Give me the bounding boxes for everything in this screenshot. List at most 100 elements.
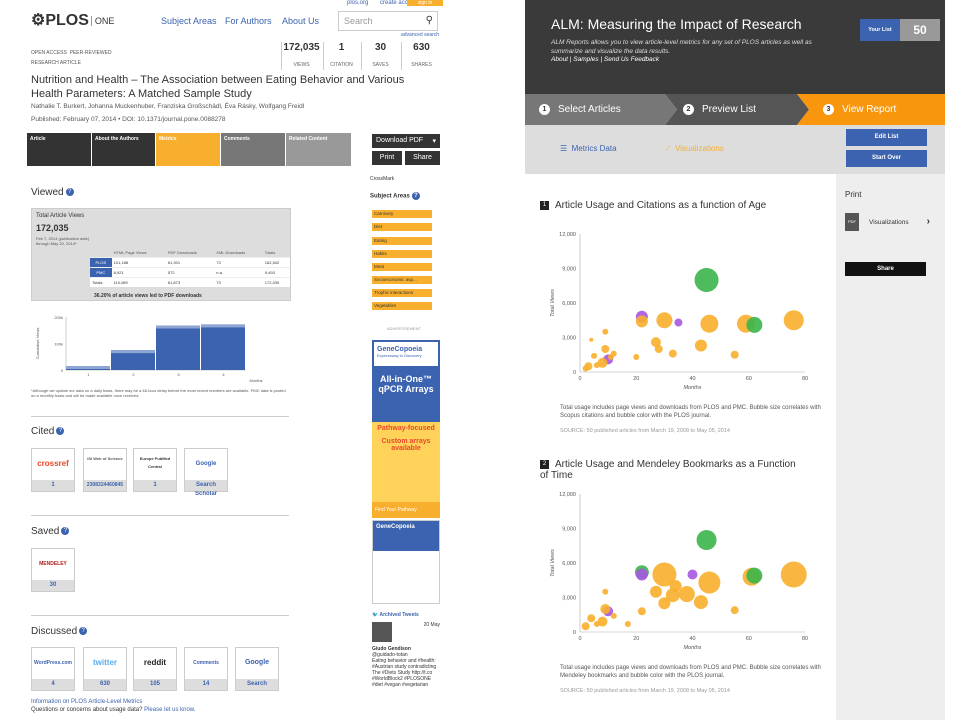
wordpress-box[interactable]: WordPress.com 4 bbox=[31, 647, 75, 691]
count[interactable]: 2308324460845 bbox=[84, 480, 126, 491]
tab-about-authors[interactable]: About the Authors bbox=[92, 133, 155, 166]
advertisement-2[interactable]: GeneCopoeia bbox=[372, 520, 440, 604]
metric-shares[interactable]: 630 SHARES bbox=[401, 42, 441, 70]
cell: 73 bbox=[214, 277, 263, 287]
tab-related-content[interactable]: Related Content bbox=[286, 133, 351, 166]
x-tick-label: 80 bbox=[802, 636, 808, 642]
subject-area-item[interactable]: Socioeconomic asp... bbox=[372, 276, 432, 284]
create-account-link[interactable]: create account bbox=[380, 0, 420, 6]
bar bbox=[201, 324, 245, 370]
count[interactable]: 630 bbox=[84, 679, 126, 690]
subject-area-item[interactable]: Habits bbox=[372, 250, 432, 258]
subject-area-item[interactable]: Carnivory bbox=[372, 210, 432, 218]
edit-list-button[interactable]: Edit List bbox=[846, 129, 927, 146]
mendeley-box[interactable]: MENDELEY 30 bbox=[31, 548, 75, 592]
search-input[interactable]: Search ⚲ bbox=[338, 11, 438, 31]
tab-comments[interactable]: Comments bbox=[221, 133, 285, 166]
metric-saves[interactable]: 30 SAVES bbox=[361, 42, 399, 70]
google-scholar-box[interactable]: Google Scholar Search bbox=[184, 448, 228, 497]
count[interactable]: Search bbox=[185, 480, 227, 491]
bubble bbox=[668, 349, 677, 358]
x-tick-label: 2 bbox=[132, 372, 135, 377]
chart-number: 2 bbox=[540, 459, 549, 469]
usage-mendeley-chart[interactable]: 0 3,000 6,000 9,000 12,000 0 20 40 60 80 Months Tot… bbox=[540, 482, 815, 652]
help-icon[interactable]: ? bbox=[61, 527, 70, 536]
comments-box[interactable]: Comments 14 bbox=[184, 647, 228, 691]
let-us-know-link[interactable]: Please let us know. bbox=[144, 707, 196, 713]
advanced-search-link[interactable]: advanced search bbox=[401, 32, 440, 38]
article-authors[interactable]: Nathalie T. Burkert, Johanna Muckenhuber… bbox=[31, 103, 305, 110]
total-views-box: Total Article Views 172,035 Feb 7, 2014 … bbox=[31, 208, 291, 301]
tab-article[interactable]: Article bbox=[27, 133, 91, 166]
help-icon[interactable]: ? bbox=[56, 427, 65, 436]
help-icon[interactable]: ? bbox=[65, 188, 74, 197]
google-box[interactable]: Google Search bbox=[235, 647, 279, 691]
subject-area-item[interactable]: Diet bbox=[372, 223, 432, 231]
ad-cta[interactable]: Find Your Pathway bbox=[372, 502, 440, 518]
print-button[interactable]: Print bbox=[372, 151, 402, 165]
alm-info-link[interactable]: Information on PLOS Article-Level Metric… bbox=[31, 699, 143, 705]
tweet-user[interactable]: Giudo Gendison bbox=[372, 646, 411, 652]
help-icon[interactable]: ? bbox=[411, 192, 420, 200]
sign-in-button[interactable]: sign in bbox=[407, 0, 443, 6]
tab-metrics-data[interactable]: ☰ Metrics Data bbox=[560, 144, 617, 153]
cell: 572 bbox=[165, 267, 215, 278]
print-visualizations[interactable]: PDF Visualizations › bbox=[845, 213, 930, 235]
subject-area-item[interactable]: Meat bbox=[372, 263, 432, 271]
step-select-articles[interactable]: 1 Select Articles bbox=[539, 94, 621, 125]
plos-logo[interactable]: ⚙PLOS ONE bbox=[31, 12, 115, 29]
step-preview-list[interactable]: 2 Preview List bbox=[683, 94, 756, 125]
x-tick-label: 40 bbox=[689, 636, 695, 642]
help-icon[interactable]: ? bbox=[79, 627, 88, 636]
plos-header: ⚙PLOS ONE plos.org create account sign in… bbox=[27, 0, 444, 40]
divider bbox=[31, 416, 289, 417]
y-axis-label: Total Views bbox=[550, 549, 556, 577]
nav-for-authors[interactable]: For Authors bbox=[225, 16, 272, 26]
start-over-button[interactable]: Start Over bbox=[846, 150, 927, 167]
europe-pmc-box[interactable]: Europe PubMed Central 1 bbox=[133, 448, 177, 492]
search-icon[interactable]: ⚲ bbox=[425, 15, 433, 26]
metric-views[interactable]: 172,035 VIEWS bbox=[281, 42, 321, 70]
isi-box[interactable]: ISI Web of Science 2308324460845 bbox=[83, 448, 127, 492]
bubble bbox=[693, 595, 708, 610]
subject-area-item[interactable]: Trophic interactions bbox=[372, 289, 432, 297]
bubble bbox=[635, 568, 648, 581]
download-pdf-button[interactable]: Download PDF ▾ bbox=[372, 134, 440, 148]
views-dates: Feb 7, 2014 (publication date) through M… bbox=[36, 236, 90, 246]
crossmark[interactable]: CrossMark bbox=[370, 176, 395, 182]
count[interactable]: Search bbox=[236, 679, 278, 690]
your-list-button[interactable]: Your List bbox=[860, 19, 900, 41]
step-view-report[interactable]: 3 View Report bbox=[823, 94, 896, 125]
your-list-count[interactable]: 50 bbox=[900, 19, 940, 41]
bubble bbox=[649, 585, 662, 598]
tab-visualizations[interactable]: ⟋ Visualizations bbox=[665, 144, 724, 153]
count[interactable]: 1 bbox=[134, 480, 176, 491]
usage-citations-chart[interactable]: 0 3,000 6,000 9,000 12,000 0 20 40 60 80 Months Tot… bbox=[540, 222, 815, 392]
count[interactable]: 14 bbox=[185, 679, 227, 690]
share-button[interactable]: Share bbox=[405, 151, 440, 165]
advertisement[interactable]: GeneCopoeia Expressway to Discovery All-i… bbox=[372, 340, 440, 518]
bubble bbox=[633, 354, 640, 361]
google-logo: Google bbox=[244, 659, 270, 666]
plos-org-link[interactable]: plos.org bbox=[347, 0, 369, 6]
count[interactable]: 30 bbox=[32, 580, 74, 591]
twitter-box[interactable]: twitter 630 bbox=[83, 647, 127, 691]
share-report-button[interactable]: Share bbox=[845, 262, 926, 276]
nav-about-us[interactable]: About Us bbox=[282, 16, 320, 26]
x-tick-label: 1 bbox=[87, 372, 90, 377]
alm-links[interactable]: About | Samples | Send Us Feedback bbox=[551, 56, 660, 63]
count[interactable]: 105 bbox=[134, 679, 176, 690]
tab-metrics[interactable]: Metrics bbox=[156, 133, 220, 166]
subject-area-item[interactable]: Eating bbox=[372, 237, 432, 245]
reddit-box[interactable]: reddit 105 bbox=[133, 647, 177, 691]
tweet-handle[interactable]: @guidado-totan bbox=[372, 652, 408, 658]
count[interactable]: 1 bbox=[32, 480, 74, 491]
chevron-right-icon: › bbox=[926, 216, 930, 227]
nav-subject-areas[interactable]: Subject Areas bbox=[161, 16, 217, 26]
bubble bbox=[746, 567, 763, 584]
crossref-box[interactable]: crossref 1 bbox=[31, 448, 75, 492]
subject-area-item[interactable]: Vegetables bbox=[372, 302, 432, 310]
total-views-value: 172,035 bbox=[36, 223, 69, 233]
metric-citation[interactable]: 1 CITATION bbox=[323, 42, 359, 70]
count[interactable]: 4 bbox=[32, 679, 74, 690]
